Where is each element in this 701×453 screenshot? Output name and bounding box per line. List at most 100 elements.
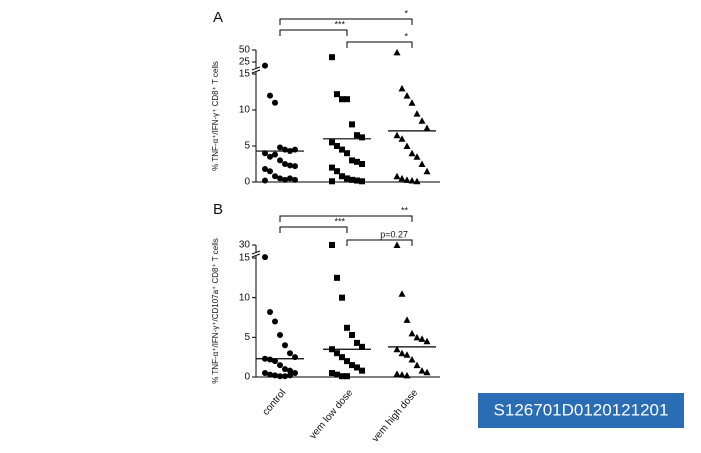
dot [398,371,406,378]
dot [292,146,298,153]
dot [267,92,273,99]
dot [267,356,273,363]
image-id: S126701D0120121201 [494,400,669,419]
significance-label: *** [334,19,345,29]
dot [349,362,355,369]
dot [292,163,298,170]
dot [359,343,365,350]
significance-bracket [279,29,348,36]
dot [334,350,340,357]
dot [334,168,340,175]
dot [272,151,278,158]
axis-break-gap [253,68,259,72]
dot [267,153,273,160]
dot [287,367,293,374]
dot [344,175,350,182]
dot [423,337,431,345]
dot [339,96,345,103]
dot [359,134,365,141]
y-tick-label: 0 [244,177,250,188]
dot [329,370,335,377]
dot [354,364,360,371]
significance-label: p=0.27 [380,229,408,239]
dot [272,372,278,379]
dot [277,157,283,164]
dot [277,175,283,182]
dot [282,366,288,373]
dot [344,358,350,365]
dot [277,362,283,369]
dot [262,370,268,377]
dot [339,354,345,361]
dot [403,176,411,183]
dot [272,358,278,365]
y-tick-label: 15 [239,69,251,80]
dot [398,84,406,92]
dot [329,139,335,146]
dot [277,331,283,338]
significance-bracket [279,226,348,233]
dot [267,168,273,175]
significance-bracket [346,41,413,48]
y-tick-label: 15 [239,253,251,264]
dot [408,329,416,337]
dot [354,177,360,184]
dot [282,161,288,167]
axis-break [251,253,261,258]
dot [329,54,335,61]
dot [339,146,345,153]
dot [354,132,360,139]
dot [339,373,345,380]
dot [344,373,350,380]
dot [292,370,298,377]
dot [354,339,360,346]
dot [262,254,268,261]
dot [282,373,288,380]
dot [277,144,283,151]
dot [403,371,411,379]
dot [413,110,421,117]
y-axis-label: % TNF-α⁺/IFN-γ⁺/CD107a⁺ CD8⁺ T cells [211,238,220,384]
dot [418,367,426,374]
dot [287,162,293,169]
dot [262,166,268,173]
y-tick-label: 0 [244,372,250,383]
dot [393,48,401,56]
axis-break [251,69,261,74]
dot [359,367,365,374]
x-tick-label: control [261,388,289,418]
dot [329,242,335,248]
dot [267,308,273,315]
dot [292,176,298,183]
dot [403,142,411,149]
dot [398,349,406,357]
x-tick-label: vem high dose [370,387,421,444]
significance-label: * [404,8,408,18]
dot [287,350,293,357]
dot [359,178,365,185]
x-tick-label: vem low dose [308,387,356,441]
dot [272,99,278,106]
y-tick-label: 5 [244,141,250,152]
y-axis-label: % TNF-α⁺/IFN-γ⁺ CD8⁺ T cells [211,61,220,171]
dot [413,333,421,341]
axis-break [251,250,261,255]
dot [287,175,293,182]
significance-bracket [279,18,413,25]
id-box [478,393,684,428]
dot [403,316,411,323]
dot [344,324,350,331]
dot [267,371,273,378]
dot [408,149,416,157]
y-tick-label: 5 [244,332,250,343]
dot [354,158,360,165]
dot [334,274,340,281]
dot [282,342,288,349]
dot [349,157,355,164]
dot [398,290,406,297]
dot [262,62,268,69]
dot [393,241,401,248]
y-tick-label: 30 [239,240,251,251]
dot [393,345,401,353]
